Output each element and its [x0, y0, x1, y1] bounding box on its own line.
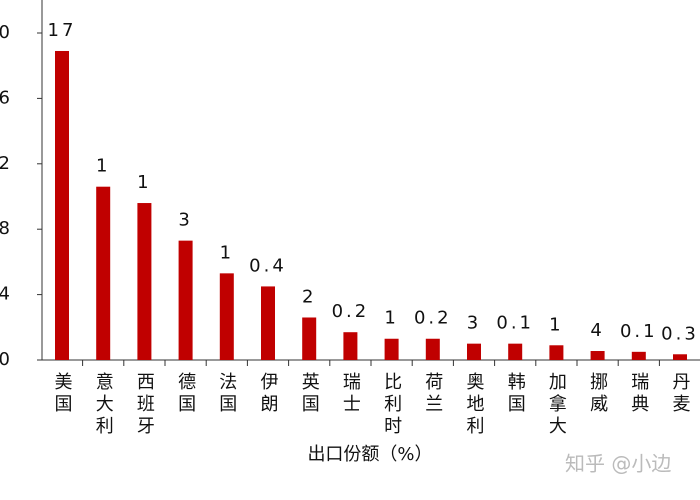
- bar: [590, 351, 605, 360]
- bar: [467, 343, 481, 360]
- watermark: 知乎 @小边: [565, 452, 671, 476]
- x-tick-label: 瑞士: [340, 372, 361, 416]
- bar: [261, 286, 275, 360]
- x-tick-label: 意大利: [93, 372, 114, 438]
- x-tick-label: 瑞典: [628, 372, 649, 416]
- x-tick-label: 比利时: [381, 372, 402, 438]
- x-tick-label: 英国: [299, 372, 320, 416]
- y-tick-label: 20: [0, 22, 10, 43]
- bar: [425, 338, 440, 360]
- annotation: 4: [590, 320, 604, 341]
- bar: [631, 351, 646, 360]
- bar: [673, 354, 687, 360]
- x-axis-title: 出口份额（%）: [307, 444, 432, 465]
- annotation: 1: [137, 172, 151, 193]
- bar: [178, 240, 193, 360]
- x-tick-label: 丹麦: [670, 372, 691, 416]
- annotation: 2: [302, 286, 316, 307]
- bar: [508, 343, 523, 360]
- y-tick-label: 4: [0, 284, 10, 305]
- bar: [55, 50, 69, 361]
- y-tick-label: 12: [0, 153, 10, 174]
- bar: [302, 317, 317, 360]
- bar: [343, 332, 358, 360]
- annotation: 3: [178, 210, 192, 231]
- annotation: 0.2: [332, 301, 370, 322]
- annotation: 0.1: [620, 321, 658, 342]
- x-tick-label: 伊朗: [258, 372, 279, 416]
- x-tick-label: 挪威: [587, 372, 608, 416]
- bar: [384, 338, 399, 360]
- annotation: 0.4: [249, 255, 287, 276]
- x-tick-label: 西班牙: [134, 372, 155, 438]
- x-tick-label: 韩国: [505, 372, 526, 416]
- y-tick-label: 8: [0, 218, 10, 239]
- annotation: 1: [549, 314, 563, 335]
- x-tick-label: 德国: [175, 372, 196, 416]
- annotation: 0.3: [661, 323, 699, 344]
- annotation: 0.2: [414, 308, 452, 329]
- bar: [549, 345, 564, 360]
- bar: [137, 203, 152, 360]
- x-tick-label: 美国: [52, 372, 73, 416]
- annotation: 17: [48, 20, 77, 41]
- annotation: 1: [96, 156, 110, 177]
- bar: [219, 273, 234, 360]
- y-tick-label: 0: [0, 349, 10, 370]
- annotation: 1: [384, 308, 398, 329]
- x-tick-label: 荷兰: [422, 372, 443, 416]
- bar: [96, 186, 111, 360]
- annotation: 1: [220, 242, 234, 263]
- x-tick-label: 加拿大: [546, 372, 567, 438]
- annotation: 3: [467, 313, 481, 334]
- x-tick-label: 奥地利: [464, 372, 485, 438]
- annotation: 0.1: [496, 313, 534, 334]
- y-tick-label: 16: [0, 87, 10, 108]
- x-tick-label: 法国: [216, 372, 237, 416]
